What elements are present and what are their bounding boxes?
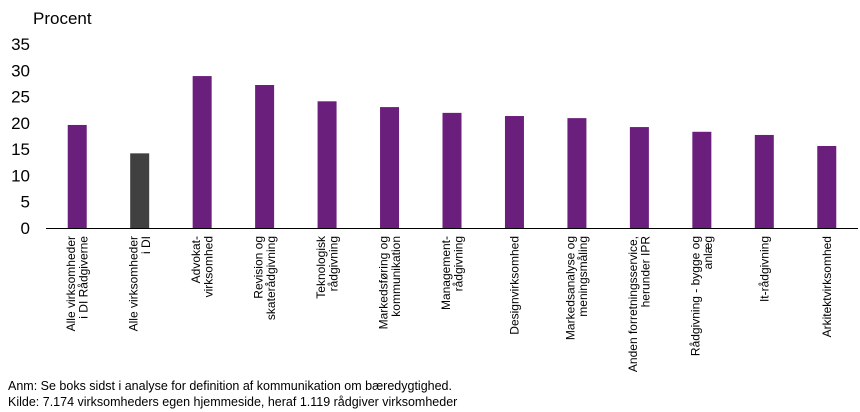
chart-notes: Anm: Se boks sidst i analyse for definit…: [8, 378, 628, 410]
y-axis-ticks: 0 5 10 15 20 25 30 35: [11, 35, 30, 238]
y-tick-label: 35: [11, 35, 30, 54]
y-tick-label: 30: [11, 61, 30, 80]
bar: [255, 85, 275, 229]
bar: [629, 127, 649, 228]
note-kilde: Kilde: 7.174 virksomheders egen hjemmesi…: [8, 395, 458, 409]
x-tick-label: Markedsanalyse ogmeningsmåling: [564, 236, 591, 340]
bar: [442, 112, 462, 228]
x-tick-label: Designvirksomhed: [507, 236, 521, 335]
bar: [692, 131, 712, 228]
x-tick-label: It-rådgivning: [757, 236, 771, 302]
x-tick-label: Alle virksomhederi DI Rådgiverne: [64, 236, 91, 332]
y-tick-label: 20: [11, 114, 30, 133]
note-anm: Anm: Se boks sidst i analyse for definit…: [8, 379, 452, 393]
x-tick-label: Revision ogskaterådgivning: [251, 236, 278, 320]
x-tick-label: Markedsføring ogkommunikation: [376, 236, 403, 329]
bar: [817, 145, 837, 228]
bar: [380, 107, 400, 228]
x-tick-label: Arkitektvirksomhed: [820, 236, 834, 337]
bars: [67, 76, 837, 229]
x-tick-label: Rådgivning - bygge oganlæg: [689, 236, 716, 356]
y-axis-label: Procent: [33, 9, 92, 28]
y-tick-label: 5: [21, 193, 30, 212]
bar: [504, 116, 524, 228]
bar: [754, 134, 774, 228]
bar: [317, 101, 337, 228]
x-tick-label: Anden forretningsservice,herunder IPR: [626, 236, 653, 372]
category-labels: Alle virksomhederi DI Rådgiverne Alle vir…: [64, 235, 834, 372]
bar: [567, 118, 587, 228]
x-tick-label: Alle virksomhederi DI: [126, 236, 153, 331]
bar: [67, 124, 87, 228]
y-tick-label: 25: [11, 88, 30, 107]
x-tick-label: Advokat-virksomhed: [189, 236, 216, 297]
y-tick-label: 0: [21, 219, 30, 238]
y-tick-label: 15: [11, 140, 30, 159]
x-tick-label: Management-rådgivning: [439, 236, 466, 310]
x-tick-label: Teknologiskrådgivning: [314, 235, 341, 299]
bar: [130, 153, 150, 228]
y-tick-label: 10: [11, 166, 30, 185]
bar: [192, 76, 212, 228]
